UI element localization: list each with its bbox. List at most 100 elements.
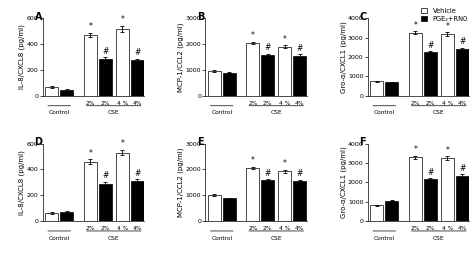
Text: #: #	[134, 169, 140, 178]
Text: 4 %: 4 %	[442, 101, 453, 106]
Text: B: B	[197, 12, 204, 22]
Bar	[246, 168, 259, 221]
Text: Control: Control	[49, 236, 70, 241]
Text: Control: Control	[374, 236, 395, 241]
Bar	[130, 181, 144, 221]
Bar	[246, 43, 259, 96]
Text: 2%: 2%	[100, 226, 110, 231]
Text: 2%: 2%	[263, 226, 273, 231]
Text: F: F	[360, 138, 366, 148]
Text: #: #	[297, 44, 303, 53]
Bar	[385, 201, 398, 221]
Text: 4 %: 4 %	[279, 101, 291, 106]
Text: 4%: 4%	[295, 226, 304, 231]
Text: #: #	[427, 41, 434, 49]
Bar	[441, 34, 454, 96]
Bar	[385, 82, 398, 96]
Text: 2%: 2%	[86, 226, 95, 231]
Bar	[84, 162, 97, 221]
Text: #: #	[102, 47, 109, 55]
Text: CSE: CSE	[433, 236, 445, 241]
Bar	[60, 212, 73, 221]
Bar	[278, 47, 292, 96]
Bar	[116, 29, 129, 96]
Bar	[261, 55, 274, 96]
Text: #: #	[297, 169, 303, 178]
Text: *: *	[413, 21, 417, 30]
Text: 4 %: 4 %	[442, 226, 453, 231]
Text: 2%: 2%	[426, 101, 435, 106]
Text: *: *	[251, 156, 255, 165]
Bar	[261, 180, 274, 221]
Text: CSE: CSE	[108, 110, 119, 115]
Y-axis label: Gro-α/CXCL1 (pg/ml): Gro-α/CXCL1 (pg/ml)	[340, 21, 346, 93]
Bar	[293, 181, 306, 221]
Text: *: *	[88, 149, 92, 158]
Text: *: *	[446, 146, 449, 155]
Text: 2%: 2%	[410, 226, 420, 231]
Text: *: *	[120, 139, 124, 148]
Text: A: A	[35, 12, 42, 22]
Text: 4 %: 4 %	[117, 226, 128, 231]
Text: 4 %: 4 %	[117, 101, 128, 106]
Text: Control: Control	[211, 110, 232, 115]
Text: 4 %: 4 %	[279, 226, 291, 231]
Text: *: *	[251, 31, 255, 40]
Y-axis label: IL-8/CXCL8 (pg/ml): IL-8/CXCL8 (pg/ml)	[19, 150, 25, 215]
Bar	[456, 49, 469, 96]
Text: 4%: 4%	[457, 226, 467, 231]
Bar	[441, 158, 454, 221]
Text: 2%: 2%	[86, 101, 95, 106]
Text: Control: Control	[374, 110, 395, 115]
Legend: Vehicle, PGE₂+RN0: Vehicle, PGE₂+RN0	[421, 8, 468, 22]
Text: 4%: 4%	[132, 101, 142, 106]
Text: *: *	[283, 35, 287, 44]
Text: 2%: 2%	[426, 226, 435, 231]
Bar	[99, 184, 112, 221]
Text: #: #	[264, 169, 271, 178]
Bar	[116, 153, 129, 221]
Bar	[208, 71, 221, 96]
Bar	[45, 87, 58, 96]
Bar	[208, 195, 221, 221]
Bar	[84, 35, 97, 96]
Text: *: *	[446, 22, 449, 31]
Bar	[45, 213, 58, 221]
Bar	[130, 60, 144, 96]
Text: 2%: 2%	[248, 101, 257, 106]
Text: #: #	[102, 171, 109, 180]
Bar	[409, 157, 422, 221]
Text: C: C	[360, 12, 367, 22]
Text: CSE: CSE	[108, 236, 119, 241]
Bar	[99, 59, 112, 96]
Text: *: *	[88, 22, 92, 31]
Bar	[60, 90, 73, 96]
Bar	[424, 179, 437, 221]
Bar	[223, 73, 236, 96]
Text: 4%: 4%	[295, 101, 304, 106]
Bar	[370, 205, 383, 221]
Text: Control: Control	[49, 110, 70, 115]
Text: #: #	[134, 48, 140, 57]
Text: CSE: CSE	[271, 110, 282, 115]
Bar	[370, 81, 383, 96]
Text: E: E	[197, 138, 204, 148]
Text: #: #	[459, 164, 465, 173]
Y-axis label: IL-8/CXCL8 (pg/ml): IL-8/CXCL8 (pg/ml)	[19, 25, 25, 89]
Y-axis label: MCP-1/CCL2 (pg/ml): MCP-1/CCL2 (pg/ml)	[177, 148, 184, 217]
Text: 4%: 4%	[457, 101, 467, 106]
Text: CSE: CSE	[271, 236, 282, 241]
Bar	[456, 175, 469, 221]
Text: #: #	[264, 43, 271, 52]
Text: *: *	[413, 145, 417, 154]
Text: CSE: CSE	[433, 110, 445, 115]
Y-axis label: Gro-α/CXCL1 (pg/ml): Gro-α/CXCL1 (pg/ml)	[340, 146, 346, 218]
Bar	[409, 33, 422, 96]
Bar	[424, 52, 437, 96]
Bar	[293, 55, 306, 96]
Text: *: *	[283, 159, 287, 168]
Y-axis label: MCP-1/CCL2 (pg/ml): MCP-1/CCL2 (pg/ml)	[177, 22, 184, 92]
Bar	[278, 171, 292, 221]
Text: Control: Control	[211, 236, 232, 241]
Text: D: D	[35, 138, 43, 148]
